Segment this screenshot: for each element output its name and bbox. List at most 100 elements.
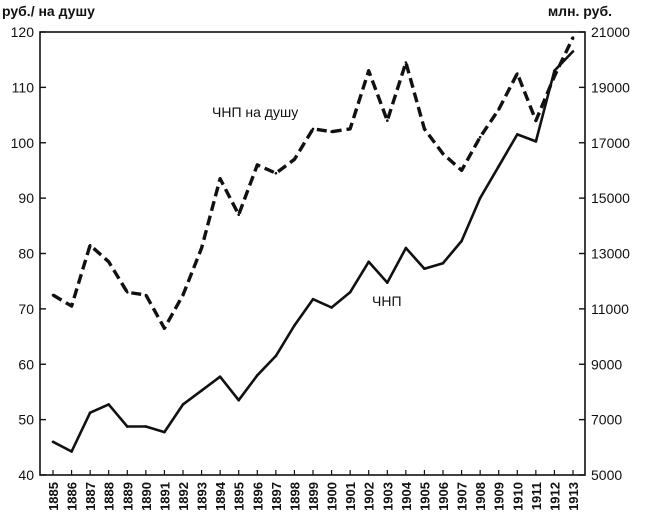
plot-frame (39, 31, 586, 476)
data-point-1-8 (200, 389, 203, 392)
data-point-1-14 (311, 297, 315, 301)
left-axis-unit-label: руб./ на душу (2, 3, 95, 19)
series-line-total (52, 50, 574, 453)
left-tick-label: 50 (18, 412, 34, 428)
data-point-0-8 (200, 246, 203, 250)
data-point-0-25 (516, 72, 519, 75)
data-point-1-9 (218, 375, 222, 379)
series-line-per-capita (52, 36, 575, 330)
data-point-1-13 (293, 324, 296, 327)
data-point-1-22 (460, 239, 463, 243)
data-point-1-0 (51, 440, 55, 444)
x-tick-label: 1894 (213, 481, 228, 511)
right-tick-label: 11000 (591, 301, 629, 317)
data-point-0-9 (218, 177, 222, 180)
data-point-0-15 (330, 130, 333, 133)
x-tick-label: 1907 (455, 482, 470, 511)
data-point-1-18 (386, 281, 389, 284)
data-point-0-0 (51, 293, 55, 297)
data-point-0-12 (274, 171, 278, 175)
x-tick-label: 1888 (102, 482, 117, 511)
x-tick-label: 1892 (176, 482, 191, 511)
data-point-1-25 (516, 133, 519, 136)
data-point-0-28 (571, 36, 575, 39)
data-point-1-24 (497, 165, 501, 168)
data-point-0-10 (237, 213, 240, 216)
data-point-0-3 (107, 260, 110, 264)
x-tick-label: 1913 (566, 482, 581, 511)
data-point-1-7 (181, 403, 185, 406)
data-point-0-19 (404, 61, 408, 64)
data-point-1-1 (70, 450, 73, 453)
left-tick-label: 70 (18, 301, 34, 317)
data-point-1-17 (367, 260, 371, 264)
x-axis: 1885 1886 1887 1888 1889 1890 1891 1892 1893 1894… (46, 470, 581, 511)
data-point-0-22 (460, 169, 463, 172)
x-tick-label: 1893 (195, 482, 210, 511)
data-point-1-11 (255, 374, 259, 377)
data-point-1-2 (88, 411, 92, 415)
data-point-1-23 (478, 196, 482, 200)
data-point-1-21 (441, 261, 445, 265)
x-tick-label: 1891 (157, 482, 172, 511)
right-axis-unit-label: млн. руб. (548, 3, 612, 19)
data-point-1-20 (423, 267, 426, 271)
left-axis: 40 50 60 70 80 90 100 110 120 (11, 24, 46, 483)
data-point-1-4 (126, 425, 129, 428)
data-point-1-5 (144, 425, 148, 428)
left-tick-label: 90 (18, 190, 34, 206)
x-tick-label: 1906 (436, 482, 451, 511)
x-tick-label: 1885 (46, 482, 61, 511)
data-point-0-20 (423, 127, 426, 131)
right-tick-label: 13000 (591, 246, 630, 262)
x-tick-label: 1911 (529, 482, 544, 510)
data-point-0-14 (311, 127, 315, 131)
x-tick-label: 1898 (287, 482, 302, 511)
data-point-0-24 (497, 108, 501, 111)
x-tick-label: 1896 (250, 482, 265, 511)
x-tick-label: 1897 (269, 482, 284, 511)
left-tick-label: 100 (11, 135, 35, 151)
x-tick-label: 1912 (547, 482, 562, 511)
right-tick-label: 9000 (591, 356, 622, 372)
x-tick-label: 1901 (343, 482, 358, 511)
data-point-1-19 (404, 246, 408, 250)
data-point-0-6 (163, 327, 166, 330)
left-tick-label: 80 (18, 246, 34, 262)
x-tick-label: 1910 (510, 482, 525, 511)
x-tick-label: 1890 (139, 482, 154, 511)
x-tick-label: 1902 (362, 482, 377, 511)
x-tick-label: 1904 (399, 481, 414, 511)
x-tick-label: 1905 (417, 482, 432, 511)
data-point-0-7 (181, 293, 185, 297)
data-point-1-12 (274, 354, 278, 358)
series-label-per-capita: ЧНП на душу (212, 104, 298, 120)
x-tick-label: 1889 (120, 482, 135, 511)
data-point-0-18 (386, 119, 389, 122)
series-label-total: ЧНП (372, 293, 402, 309)
data-point-1-27 (553, 69, 556, 73)
right-tick-label: 7000 (591, 412, 622, 428)
x-tick-label: 1903 (380, 482, 395, 511)
right-tick-label: 15000 (591, 190, 630, 206)
data-point-1-28 (571, 50, 575, 53)
x-tick-label: 1900 (325, 482, 340, 511)
data-point-0-5 (144, 293, 148, 297)
left-tick-label: 110 (12, 79, 35, 95)
data-point-1-3 (107, 403, 110, 406)
data-point-0-1 (70, 304, 73, 308)
right-tick-label: 5000 (591, 467, 622, 483)
left-tick-label: 60 (18, 356, 34, 372)
x-tick-label: 1886 (65, 482, 80, 511)
data-point-1-15 (330, 306, 333, 309)
data-point-1-16 (348, 291, 352, 294)
data-point-1-10 (237, 398, 240, 402)
data-point-0-11 (255, 163, 259, 167)
x-tick-label: 1908 (473, 482, 488, 511)
series-layer (51, 36, 575, 453)
left-tick-label: 40 (18, 467, 34, 483)
data-point-1-26 (534, 140, 538, 143)
x-tick-label: 1887 (83, 482, 98, 511)
data-point-0-13 (293, 158, 296, 161)
x-tick-label: 1909 (492, 482, 507, 511)
